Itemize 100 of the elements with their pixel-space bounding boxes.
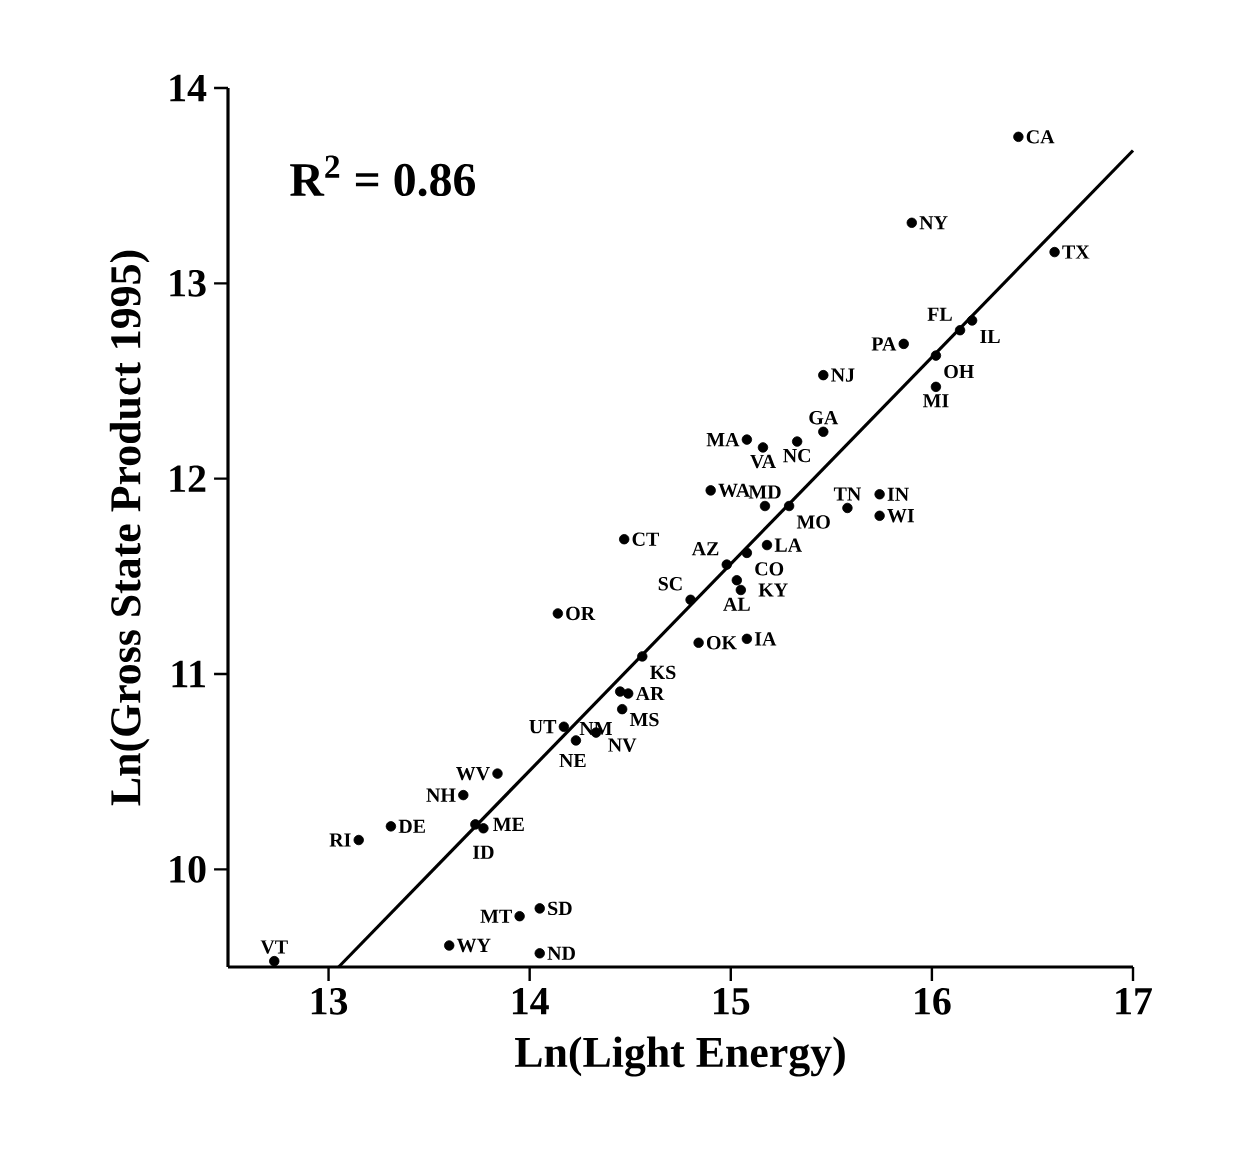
point bbox=[783, 500, 795, 512]
annotation: WY bbox=[456, 938, 491, 953]
annotation: IL bbox=[980, 329, 1000, 343]
annotation: AL bbox=[723, 597, 750, 611]
annotation: NV bbox=[608, 738, 637, 752]
y-axis-title: Ln(Gross State Product 1995) bbox=[109, 250, 150, 806]
point bbox=[623, 688, 634, 699]
annotation: NH bbox=[426, 788, 456, 802]
annotation: SC bbox=[658, 577, 682, 591]
point bbox=[570, 735, 582, 746]
y-tick-label: 12 bbox=[170, 465, 206, 492]
point bbox=[731, 575, 742, 586]
annotation: MI bbox=[922, 394, 949, 408]
annotation: OK bbox=[706, 636, 737, 650]
annotation: KY bbox=[758, 583, 788, 597]
annotation: CT bbox=[632, 532, 659, 546]
annotation: RI bbox=[329, 833, 351, 847]
x-tick-label: 13 bbox=[311, 987, 348, 1015]
annotation: CA bbox=[1026, 130, 1055, 144]
point bbox=[685, 594, 696, 605]
point bbox=[741, 633, 753, 645]
point bbox=[558, 721, 570, 732]
point bbox=[757, 442, 769, 453]
annotation: WI bbox=[887, 509, 915, 523]
point bbox=[954, 325, 966, 336]
point bbox=[842, 502, 853, 514]
annotation: MT bbox=[480, 909, 512, 923]
point bbox=[617, 703, 628, 715]
x-axis-title: Ln(Light Energy) bbox=[515, 1036, 845, 1077]
point bbox=[966, 315, 978, 326]
annotation: ME bbox=[493, 817, 524, 831]
point bbox=[874, 510, 885, 521]
annotation: UT bbox=[529, 720, 557, 734]
annotation: CO bbox=[755, 562, 784, 576]
point bbox=[721, 559, 732, 570]
point bbox=[514, 911, 525, 922]
point bbox=[269, 955, 280, 967]
point bbox=[385, 821, 397, 832]
annotation: PA bbox=[871, 337, 897, 351]
point bbox=[906, 217, 917, 228]
y-tick-label: 14 bbox=[170, 74, 207, 102]
annotation: OR bbox=[566, 606, 596, 621]
point bbox=[735, 584, 747, 596]
y-tick-label: 11 bbox=[172, 660, 205, 688]
point bbox=[874, 489, 885, 500]
point bbox=[930, 350, 942, 361]
point bbox=[534, 948, 545, 959]
annotation: VT bbox=[260, 940, 288, 954]
annotation: TX bbox=[1062, 245, 1090, 259]
point bbox=[444, 940, 455, 951]
annotation: SD bbox=[548, 901, 572, 916]
annotation: TN bbox=[833, 487, 862, 501]
point bbox=[741, 434, 753, 445]
annotation: MS bbox=[629, 712, 659, 727]
annotation: MO bbox=[796, 515, 830, 529]
annotation: IA bbox=[754, 632, 777, 646]
point bbox=[818, 369, 829, 381]
annotation: AZ bbox=[691, 542, 719, 556]
point bbox=[930, 381, 942, 393]
annotation: MD bbox=[748, 485, 781, 499]
point bbox=[552, 608, 564, 619]
point bbox=[478, 823, 489, 834]
point bbox=[458, 789, 469, 801]
annotation: OH bbox=[944, 364, 974, 379]
annotation: NE bbox=[559, 754, 586, 768]
point bbox=[1049, 246, 1060, 258]
point bbox=[470, 819, 481, 830]
annotation: MA bbox=[706, 433, 740, 447]
point bbox=[1013, 131, 1024, 143]
x-tick-label: 15 bbox=[714, 987, 750, 1015]
annotation: NJ bbox=[831, 368, 855, 382]
point bbox=[741, 547, 753, 559]
annotation: NY bbox=[919, 216, 948, 230]
x-tick-label: 14 bbox=[512, 987, 549, 1015]
point bbox=[619, 534, 630, 545]
point bbox=[791, 436, 803, 447]
point bbox=[898, 338, 909, 350]
point bbox=[492, 768, 503, 779]
annotation: IN bbox=[887, 487, 909, 501]
x-tick-label: 16 bbox=[915, 987, 951, 1015]
annotation: VA bbox=[750, 454, 776, 469]
annotation: FL bbox=[927, 307, 952, 321]
point bbox=[693, 637, 704, 648]
x-tick-label: 17 bbox=[1116, 987, 1152, 1015]
annotation: DE bbox=[398, 819, 425, 833]
point bbox=[761, 539, 773, 551]
y-tick-label: 10 bbox=[170, 855, 206, 883]
annotation: NC bbox=[783, 448, 811, 463]
point bbox=[637, 651, 648, 662]
point bbox=[818, 426, 829, 437]
annotation: WV bbox=[456, 766, 490, 781]
annotation: LA bbox=[774, 538, 802, 552]
point bbox=[353, 834, 364, 846]
y-tick-label: 13 bbox=[170, 269, 206, 297]
annotation: KS bbox=[650, 665, 676, 680]
annotation: AR bbox=[635, 686, 665, 701]
annotation: GA bbox=[809, 411, 839, 425]
point bbox=[705, 485, 716, 496]
point bbox=[759, 500, 771, 512]
annotation: ID bbox=[473, 845, 494, 859]
